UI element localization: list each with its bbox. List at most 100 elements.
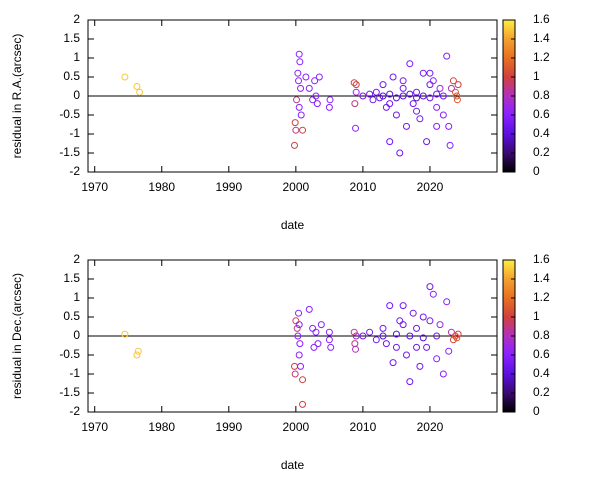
data-point — [396, 149, 404, 157]
data-point — [426, 317, 434, 325]
data-point — [291, 362, 299, 370]
data-point — [396, 317, 404, 325]
data-point — [453, 96, 461, 104]
data-point — [399, 84, 407, 92]
colorbar-tick-label: 1.2 — [533, 50, 550, 64]
data-point — [295, 77, 303, 85]
data-point — [297, 84, 305, 92]
data-point — [399, 92, 407, 100]
data-point — [295, 103, 303, 111]
y-tick-label: 0.5 — [63, 309, 80, 323]
data-point — [379, 324, 387, 332]
colorbar-tick-label: 1 — [533, 69, 540, 83]
data-point — [392, 343, 400, 351]
x-tick-label: 1980 — [148, 420, 175, 434]
data-point — [419, 334, 427, 342]
data-point — [310, 343, 318, 351]
data-point — [445, 347, 453, 355]
data-point — [426, 69, 434, 77]
data-point — [352, 332, 360, 340]
data-point — [136, 88, 144, 96]
data-point — [433, 355, 441, 363]
data-point — [453, 92, 461, 100]
data-point — [433, 122, 441, 130]
data-point — [429, 290, 437, 298]
data-point — [392, 330, 400, 338]
data-point — [352, 124, 360, 132]
data-point — [426, 81, 434, 89]
y-axis-label: residual in Dec.(arcsec) — [10, 273, 24, 399]
data-point — [299, 126, 307, 134]
colorbar-tick-label: 0.4 — [533, 366, 550, 380]
data-point — [436, 321, 444, 329]
y-tick-label: -1.5 — [59, 145, 80, 159]
data-point — [295, 351, 303, 359]
data-point — [446, 141, 454, 149]
data-point — [399, 321, 407, 329]
data-point — [406, 378, 414, 386]
data-point — [133, 351, 141, 359]
y-tick-label: -2 — [69, 404, 80, 418]
colorbar-tick-label: 0.8 — [533, 328, 550, 342]
y-tick-label: 0 — [73, 328, 80, 342]
data-point — [436, 84, 444, 92]
data-point — [299, 400, 307, 408]
data-point — [297, 362, 305, 370]
x-tick-label: 1970 — [81, 180, 108, 194]
data-point — [352, 345, 360, 353]
y-tick-label: -1.5 — [59, 385, 80, 399]
data-point — [352, 88, 360, 96]
data-point — [369, 96, 377, 104]
data-point — [372, 88, 380, 96]
data-point — [379, 92, 387, 100]
data-point — [447, 328, 455, 336]
colorbar-tick-label: 0.2 — [533, 385, 550, 399]
y-tick-label: 2 — [73, 12, 80, 26]
data-point — [454, 330, 462, 338]
data-point — [372, 336, 380, 344]
data-point — [309, 324, 317, 332]
data-point — [406, 90, 414, 98]
data-point — [350, 79, 358, 87]
y-tick-label: -0.5 — [59, 107, 80, 121]
colorbar-tick-label: 1.4 — [533, 31, 550, 45]
data-point — [352, 81, 360, 89]
colorbar-tick-label: 1.6 — [533, 252, 550, 266]
data-point — [293, 96, 301, 104]
x-tick-label: 1990 — [215, 420, 242, 434]
colorbar-tick-label: 0.2 — [533, 145, 550, 159]
data-point — [439, 92, 447, 100]
data-point — [416, 362, 424, 370]
data-point — [443, 52, 451, 60]
data-point — [325, 103, 333, 111]
colorbar-tick-label: 0.6 — [533, 107, 550, 121]
data-point — [295, 321, 303, 329]
data-point — [389, 359, 397, 367]
x-tick-label: 2000 — [283, 180, 310, 194]
data-point — [295, 50, 303, 58]
data-point — [379, 332, 387, 340]
data-point — [449, 77, 457, 85]
data-point — [325, 328, 333, 336]
x-tick-label: 1990 — [215, 180, 242, 194]
data-point — [419, 69, 427, 77]
data-point — [295, 309, 303, 317]
y-tick-label: 1.5 — [63, 31, 80, 45]
data-point — [423, 138, 431, 146]
data-point — [366, 90, 374, 98]
data-point — [299, 376, 307, 384]
data-point — [445, 122, 453, 130]
data-point — [379, 81, 387, 89]
y-tick-label: 1.5 — [63, 271, 80, 285]
data-point — [413, 107, 421, 115]
data-point — [439, 370, 447, 378]
y-tick-label: 1 — [73, 290, 80, 304]
data-point — [389, 73, 397, 81]
colorbar-tick-label: 0.6 — [533, 347, 550, 361]
data-point — [291, 370, 299, 378]
data-point — [376, 94, 384, 102]
data-point — [399, 77, 407, 85]
colorbar-tick-label: 0.4 — [533, 126, 550, 140]
data-point — [433, 103, 441, 111]
